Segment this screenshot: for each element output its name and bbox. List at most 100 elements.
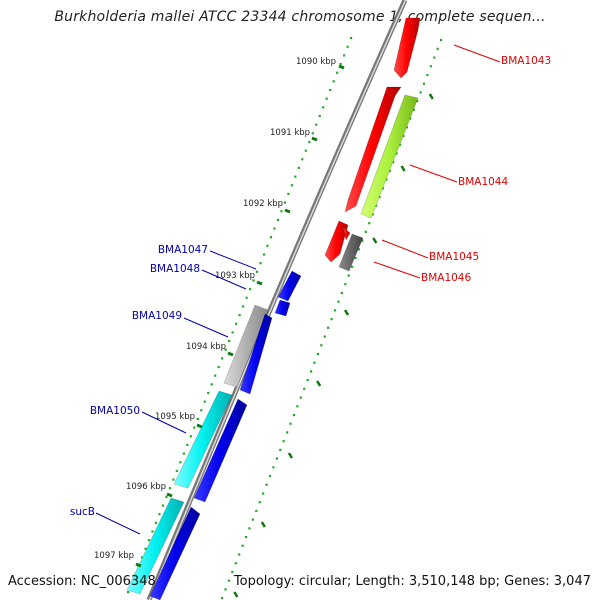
tick-dot-left	[127, 591, 130, 594]
tick-dot-left	[294, 175, 297, 178]
gene-label-bma1043[interactable]: BMA1043	[501, 55, 551, 67]
tick-label-1094-kbp: 1094 kbp	[186, 342, 226, 352]
gene-labels: BMA1043 BMA1044 BMA1045 BMA1046 BMA1047 BMA10…	[70, 44, 551, 535]
gene-label-bma1049[interactable]: BMA1049	[132, 310, 182, 322]
tick-dot-left	[290, 184, 293, 187]
tick-dot-left	[248, 288, 252, 291]
tick-mark-1093-kbp	[256, 280, 263, 286]
tick-dot-right	[402, 134, 405, 138]
tick-dot-right	[381, 187, 385, 190]
tick-dot-left	[235, 322, 238, 325]
gene-block-bma1045[interactable]	[324, 220, 349, 263]
tick-dot-right	[327, 326, 330, 329]
tick-dot-left	[318, 114, 321, 118]
tick-dot-left	[228, 339, 231, 343]
gene-label-bma1046[interactable]: BMA1046	[421, 272, 471, 284]
tick-dot-left	[255, 270, 259, 273]
gene-block-bma1044-alt[interactable]	[360, 94, 419, 219]
tick-dot-left	[210, 383, 213, 386]
tick-mark-1094-kbp	[227, 351, 234, 357]
gene-label-bma1047[interactable]: BMA1047	[158, 244, 208, 256]
tick-dot-left	[224, 348, 227, 351]
gene-block-bma1049-pseudo[interactable]	[223, 304, 269, 388]
tick-dot-left	[231, 331, 234, 334]
gene-label-bma1044[interactable]: BMA1044	[458, 176, 508, 188]
tick-dot-left	[147, 539, 151, 542]
tick-dot-right	[320, 344, 323, 347]
tick-dot-left	[332, 80, 335, 83]
tick-label-1093-kbp: 1093 kbp	[215, 271, 255, 281]
leader-line-sucb	[95, 512, 141, 535]
tick-dot-left	[325, 97, 328, 100]
tick-dot-right	[436, 47, 439, 50]
tick-dot-left	[151, 530, 154, 533]
gene-label-bma1048[interactable]: BMA1048	[150, 263, 200, 275]
gene-label-bma1045[interactable]: BMA1045	[429, 251, 479, 263]
leader-line-bma1050	[141, 411, 187, 434]
tick-dot-right	[351, 265, 354, 268]
gene-block-bma1049[interactable]	[239, 313, 273, 395]
tick-dot-left	[262, 253, 266, 256]
tick-dot-right	[357, 248, 361, 251]
tick-dot-right	[398, 143, 402, 146]
gene-block-bma1045-head[interactable]	[342, 226, 351, 241]
tick-dot-right	[241, 544, 244, 547]
tick-dot-right	[255, 509, 258, 513]
gene-label-bma1050[interactable]: BMA1050	[90, 405, 140, 417]
tick-dot-right	[392, 161, 395, 164]
tick-dot-right	[224, 588, 227, 591]
tick-dot-right	[306, 379, 309, 382]
tick-dot-right	[286, 431, 289, 434]
tick-dot-right	[333, 309, 337, 312]
tick-dot-right	[433, 56, 436, 59]
tick-dot-right	[412, 108, 415, 111]
gene-block-bma1050-alt[interactable]	[173, 390, 233, 489]
gene-block-sucb[interactable]	[149, 506, 201, 600]
tick-dot-left	[140, 556, 144, 559]
tick-mark-1097-kbp	[135, 562, 142, 568]
tick-dot-right	[244, 535, 248, 539]
tick-dot-left	[182, 452, 185, 455]
tick-dot-right	[409, 117, 412, 120]
gene-label-sucb[interactable]: sucB	[70, 506, 95, 518]
gene-block-bma1043[interactable]	[393, 17, 421, 79]
gene-features	[126, 17, 421, 600]
tick-dot-right	[275, 457, 278, 460]
tick-dot-left	[168, 487, 172, 490]
gene-block-bma1044[interactable]	[344, 86, 402, 213]
tick-mark-right	[428, 93, 434, 100]
tick-dot-right	[405, 126, 408, 129]
tick-dot-left	[273, 227, 276, 230]
tick-dot-left	[311, 132, 314, 135]
tick-dot-left	[283, 201, 286, 204]
gene-block-bma1046[interactable]	[338, 233, 364, 272]
chromosome-backbone	[146, 0, 408, 600]
gene-block-bma1048[interactable]	[274, 299, 291, 317]
tick-dot-left	[186, 443, 189, 447]
tick-dot-right	[429, 65, 432, 68]
gene-block-sucb-alt[interactable]	[126, 497, 185, 595]
tick-mark-right	[372, 237, 378, 244]
tick-dot-right	[251, 518, 254, 521]
tick-dot-right	[279, 448, 282, 451]
tick-mark-right	[260, 521, 266, 528]
tick-mark-1091-kbp	[311, 136, 318, 142]
tick-dot-left	[287, 192, 290, 196]
tick-dot-left	[203, 400, 206, 403]
tick-mark-1095-kbp	[196, 423, 203, 429]
tick-dot-left	[308, 140, 311, 144]
tick-dot-left	[154, 521, 158, 524]
gene-block-bma1050[interactable]	[193, 398, 248, 503]
tick-dot-right	[316, 352, 320, 356]
tick-label-1090-kbp: 1090 kbp	[296, 57, 336, 67]
tick-dot-left	[165, 495, 168, 498]
tick-label-1097-kbp: 1097 kbp	[94, 551, 134, 561]
tick-dot-right	[419, 91, 422, 94]
tick-dot-left	[276, 218, 280, 221]
tick-dot-right	[337, 300, 340, 303]
tick-dot-right	[354, 256, 357, 260]
tick-dot-right	[330, 318, 333, 321]
tick-dot-left	[217, 365, 220, 369]
gene-block-bma1047[interactable]	[277, 270, 302, 302]
